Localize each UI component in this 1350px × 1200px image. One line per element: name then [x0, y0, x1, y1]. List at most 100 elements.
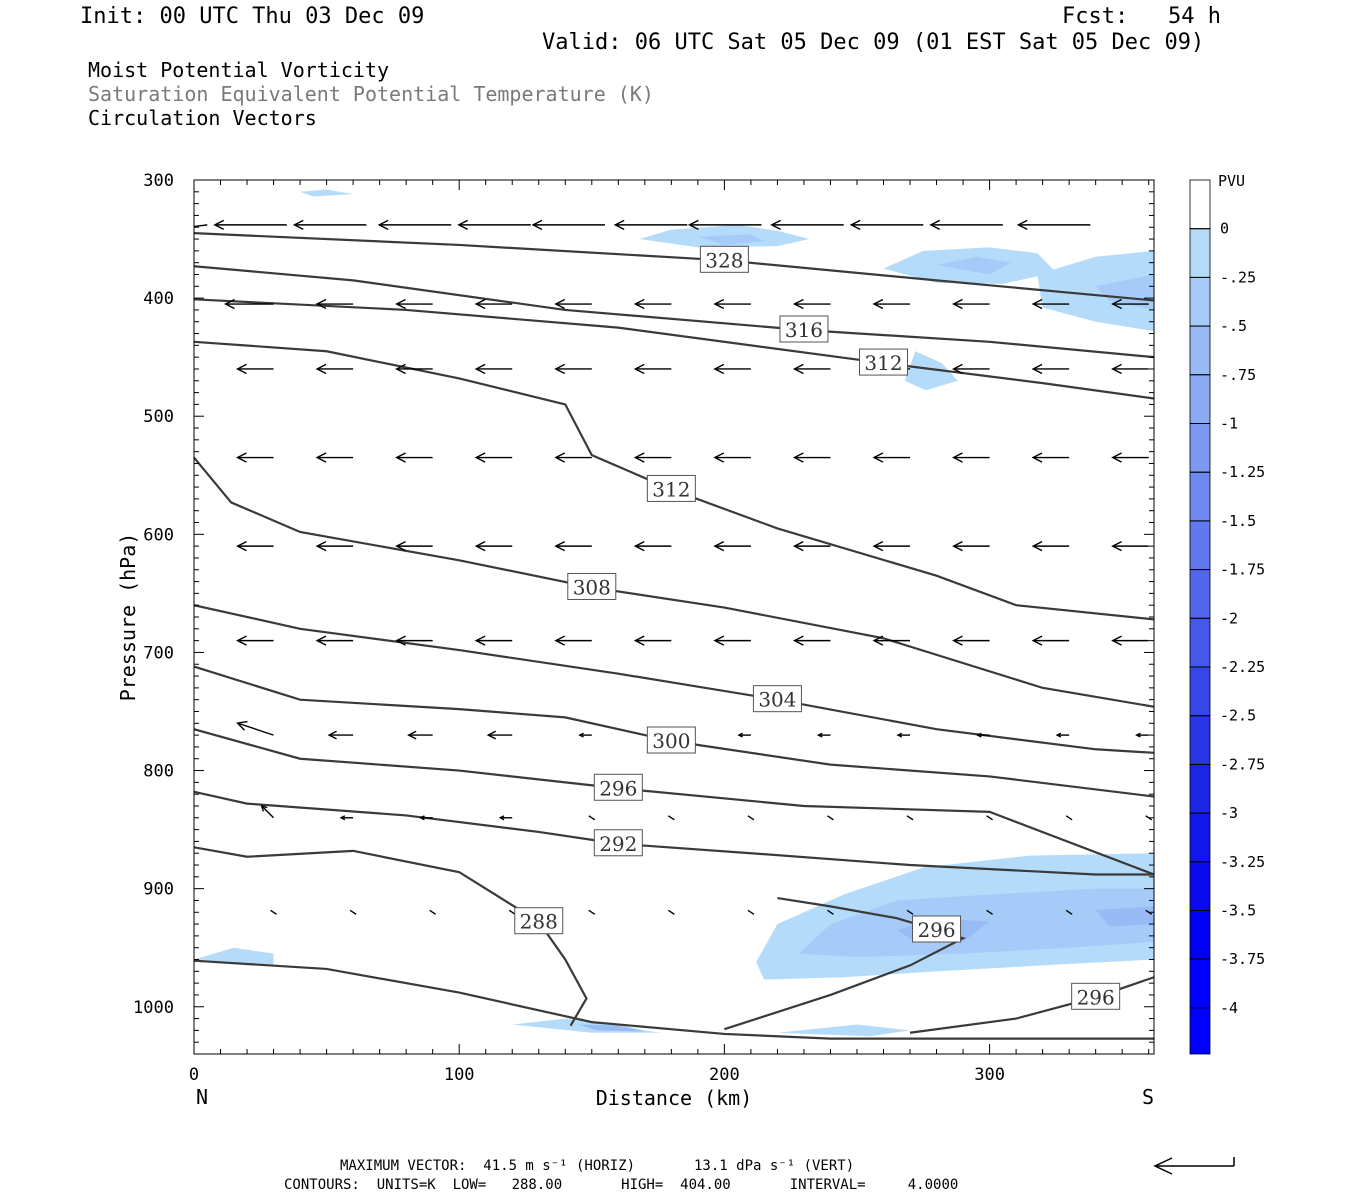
pv-shade-1 — [697, 234, 765, 245]
contour-316-1 — [194, 265, 1154, 359]
y-tick-label: 300 — [143, 171, 174, 191]
vector-arrow — [474, 452, 513, 463]
vector-arrow — [1031, 635, 1070, 646]
contour-label-text: 304 — [758, 688, 796, 712]
vector-arrow — [292, 219, 367, 231]
vector-arrow — [747, 815, 755, 821]
vector-arrow — [1111, 363, 1149, 375]
colorbar-label: 0 — [1220, 220, 1229, 238]
contour-label-10: 296 — [912, 915, 962, 943]
vector-arrow — [849, 219, 924, 231]
contour-label-5: 304 — [752, 685, 802, 713]
valid-time: Valid: 06 UTC Sat 05 Dec 09 (01 EST Sat … — [542, 30, 1205, 55]
contour-label-text: 292 — [599, 832, 637, 856]
vector-arrow — [315, 298, 354, 310]
vector-arrow — [429, 909, 437, 915]
y-tick-label: 400 — [143, 289, 174, 309]
vector-arrow — [1145, 909, 1153, 915]
y-axis-label: Pressure (hPa) — [116, 533, 140, 702]
vector-arrow — [986, 909, 993, 915]
vector-arrow — [1111, 452, 1149, 463]
contour-label-text: 328 — [705, 248, 743, 272]
vector-arrow — [1145, 815, 1153, 821]
vector-arrow — [588, 909, 596, 915]
contour-label-text: 308 — [573, 575, 611, 599]
vector-arrow — [236, 363, 274, 375]
pv-colorbar: PVU 0 -.25 -.5 -.75 -1 -1.25 -1.5 -1.75 -2 -2.25 -2… — [1189, 172, 1265, 1055]
x-tick-label: 200 — [709, 1065, 740, 1085]
x-end-label-south: S — [1142, 1085, 1154, 1109]
vector-arrow — [952, 635, 990, 646]
y-tick-label: 600 — [143, 525, 174, 545]
vector-arrow — [1135, 732, 1149, 738]
vector-arrow — [554, 635, 592, 646]
vector-arrow — [633, 540, 672, 552]
vector-arrow — [1016, 219, 1091, 231]
pv-shade-6 — [904, 351, 958, 391]
colorbar-label: -2 — [1220, 609, 1238, 627]
vector-arrow — [896, 732, 911, 738]
vector-arrow — [952, 452, 990, 463]
vector-arrow — [872, 452, 911, 463]
vector-arrow — [633, 635, 672, 646]
colorbar-swatch — [1189, 520, 1211, 571]
vector-arrow — [395, 298, 433, 310]
vector-arrow — [1111, 635, 1149, 646]
vector-arrow — [986, 815, 993, 821]
contour-288-9 — [194, 846, 588, 1027]
vector-arrow — [349, 909, 357, 915]
contour-label-11: 296 — [1071, 982, 1121, 1010]
vector-arrow — [419, 815, 433, 821]
x-tick-label: 100 — [444, 1065, 475, 1085]
colorbar-label: -3.75 — [1220, 950, 1265, 968]
colorbar-swatch — [1189, 325, 1211, 376]
vector-arrow — [952, 298, 990, 310]
vector-arrow — [906, 909, 914, 915]
vector-arrow — [315, 363, 354, 375]
vector-arrow — [613, 219, 688, 231]
vector-arrow — [952, 540, 990, 552]
colorbar-label: -2.75 — [1220, 755, 1265, 773]
vector-arrow — [1065, 815, 1073, 821]
colorbar-label: -1.75 — [1220, 561, 1265, 579]
axes: 300 400 500 600 700 800 900 1000 0 100 200 300 N S — [133, 171, 1154, 1109]
circulation-vectors — [194, 219, 1153, 915]
y-tick-label: 800 — [143, 762, 174, 782]
contour-label-1: 316 — [779, 315, 829, 343]
init-time: Init: 00 UTC Thu 03 Dec 09 — [80, 4, 425, 29]
vector-arrow — [270, 909, 277, 915]
vector-arrow — [827, 815, 834, 821]
vector-arrow — [486, 730, 513, 740]
vector-arrow — [976, 732, 990, 738]
vector-arrow — [377, 219, 452, 231]
colorbar-title: PVU — [1218, 172, 1245, 190]
vector-arrow — [578, 732, 592, 738]
contour-labels: 328 316 312 312 308 304 300 296 292 288 296 296 — [514, 245, 1121, 1010]
y-tick-label: 500 — [143, 407, 174, 427]
vector-arrow — [213, 219, 287, 231]
vector-arrow — [1031, 540, 1070, 552]
vector-arrow — [224, 298, 274, 310]
colorbar-swatch — [1189, 715, 1211, 765]
vector-arrow — [816, 732, 831, 738]
colorbar-swatch — [1189, 179, 1211, 230]
vector-arrow — [315, 540, 354, 552]
contour-label-3: 312 — [859, 348, 909, 376]
colorbar-label: -3.5 — [1220, 902, 1256, 920]
field-title-mpv: Moist Potential Vorticity — [88, 58, 390, 82]
vector-arrow — [633, 452, 672, 463]
vector-arrow — [792, 452, 831, 463]
vector-arrow — [906, 815, 914, 821]
pv-shade-3 — [936, 256, 1011, 275]
contour-info: CONTOURS: UNITS=K LOW= 288.00 HIGH= 404.… — [284, 1177, 959, 1193]
vector-arrow — [315, 635, 354, 646]
colorbar-label: -3.25 — [1220, 853, 1265, 871]
contour-label-0: 328 — [699, 245, 749, 273]
vector-arrow — [929, 219, 1003, 231]
contour-label-8: 292 — [593, 829, 643, 857]
colorbar-swatch — [1189, 423, 1211, 473]
colorbar-label: -.75 — [1220, 366, 1256, 384]
contour-304-5 — [194, 604, 1154, 754]
vector-arrow — [827, 909, 834, 915]
